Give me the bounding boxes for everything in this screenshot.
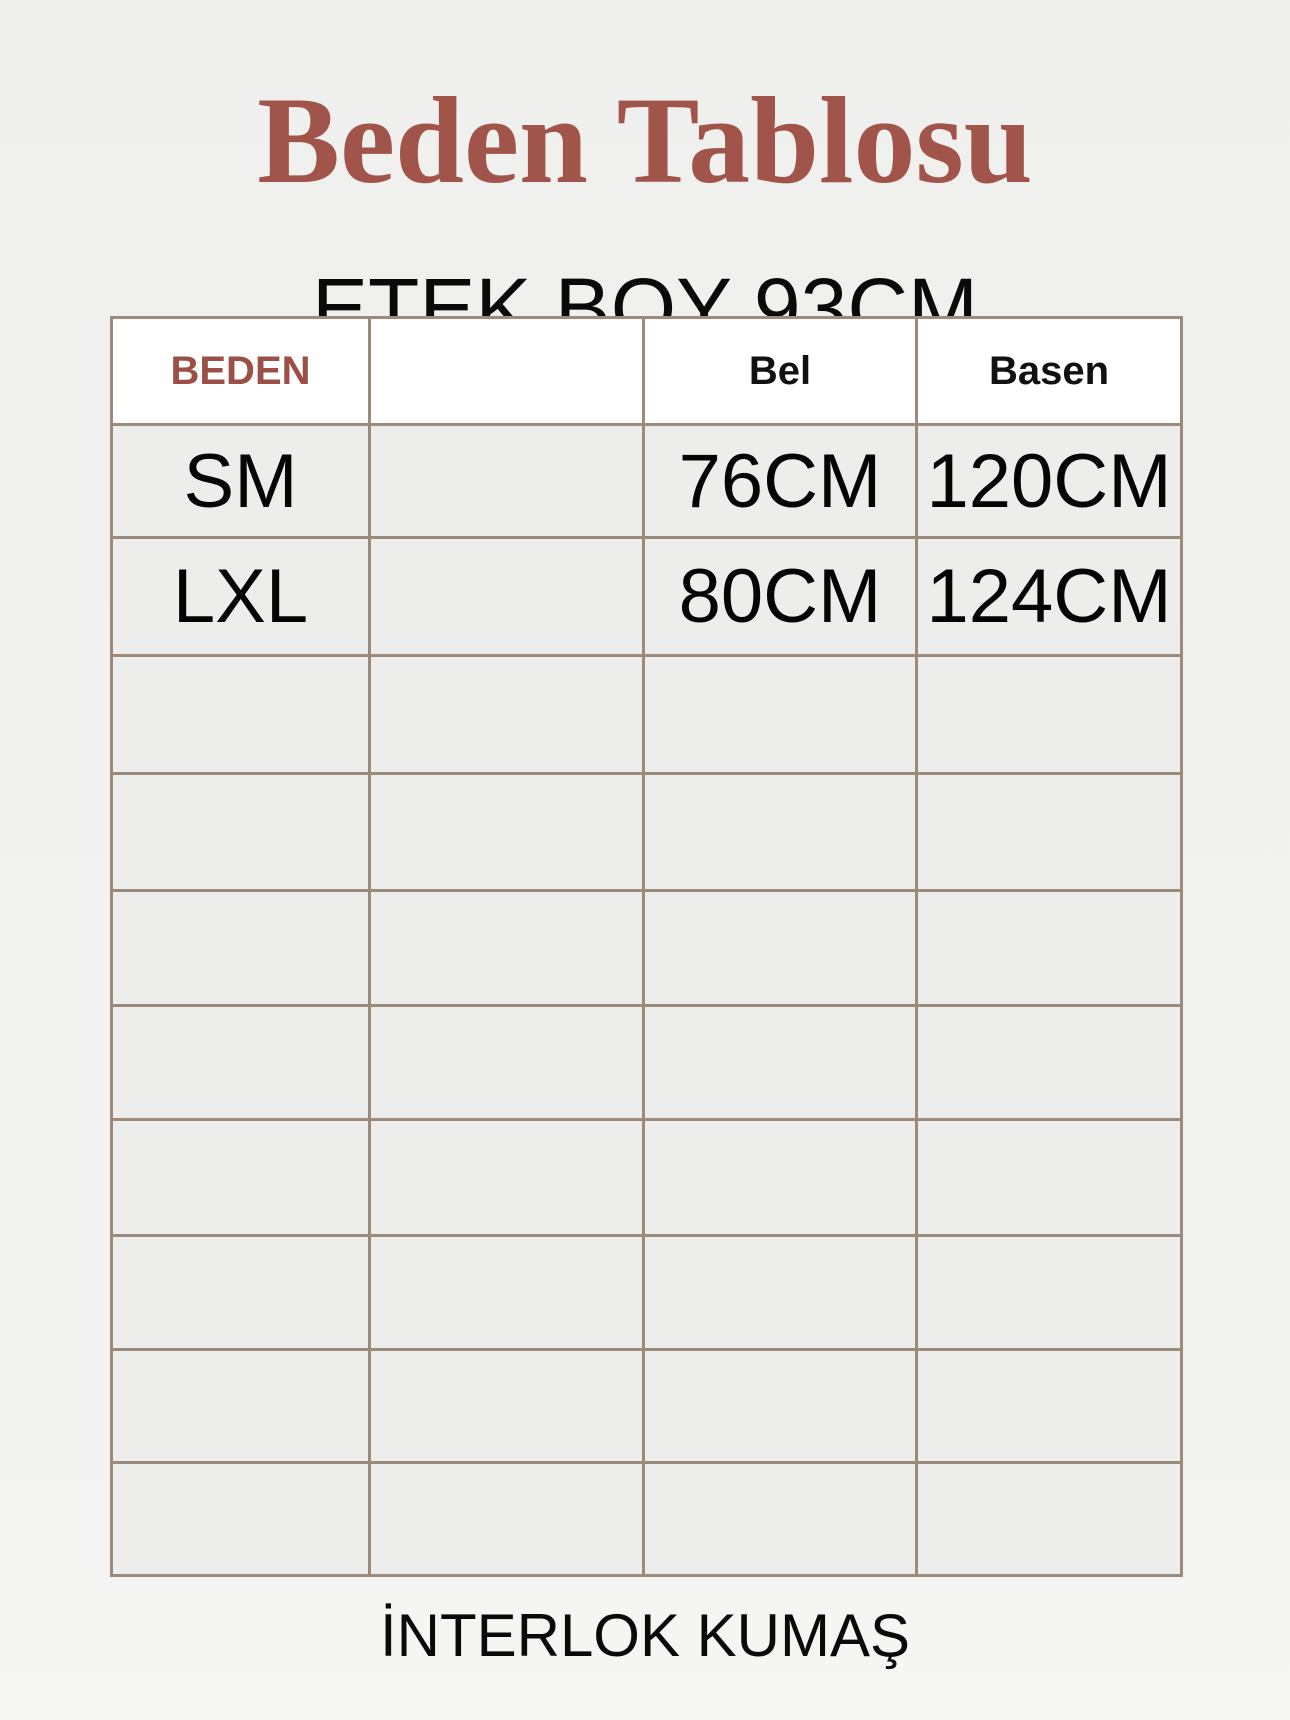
table-row-empty [113,1234,1180,1348]
empty-cell [642,1007,915,1118]
fabric-note: İNTERLOK KUMAŞ [379,1602,911,1669]
basen-cell: 120CM [915,426,1180,536]
empty-cell [915,1464,1180,1574]
table-row-empty [113,1118,1180,1234]
bel-cell: 76CM [642,426,915,536]
empty-cell [642,657,915,772]
blank-cell [368,426,642,536]
empty-cell [915,1237,1180,1348]
empty-cell [113,1351,368,1461]
empty-cell [368,1121,642,1234]
empty-cell [113,1237,368,1348]
empty-cell [368,1464,642,1574]
empty-cell [113,775,368,889]
empty-cell [113,1464,368,1574]
size-table: BEDEN Bel Basen SM 76CM 120CM LXL 80CM 1… [110,316,1183,1577]
size-cell: SM [113,426,368,536]
empty-cell [915,657,1180,772]
empty-cell [915,1121,1180,1234]
table-header-row: BEDEN Bel Basen [113,319,1180,423]
table-row: LXL 80CM 124CM [113,536,1180,654]
empty-cell [642,892,915,1004]
table-row-empty [113,1004,1180,1118]
blank-cell [368,539,642,654]
table-row-empty [113,889,1180,1004]
empty-cell [368,657,642,772]
empty-cell [642,1237,915,1348]
empty-cell [113,1007,368,1118]
empty-cell [915,1007,1180,1118]
header-blank [368,319,642,423]
empty-cell [113,657,368,772]
empty-cell [113,1121,368,1234]
header-beden: BEDEN [113,319,368,423]
table-row-empty [113,772,1180,889]
header-basen: Basen [915,319,1180,423]
header-bel: Bel [642,319,915,423]
empty-cell [368,892,642,1004]
bel-cell: 80CM [642,539,915,654]
empty-cell [113,892,368,1004]
empty-cell [642,1121,915,1234]
empty-cell [915,775,1180,889]
empty-cell [642,1351,915,1461]
empty-cell [368,1351,642,1461]
page-title: Beden Tablosu [257,72,1033,209]
empty-cell [915,1351,1180,1461]
table-row-empty [113,654,1180,772]
table-row: SM 76CM 120CM [113,423,1180,536]
empty-cell [368,1237,642,1348]
empty-cell [642,1464,915,1574]
empty-cell [368,1007,642,1118]
empty-cell [368,775,642,889]
empty-rows [113,654,1180,1574]
empty-cell [915,892,1180,1004]
empty-cell [642,775,915,889]
basen-cell: 124CM [915,539,1180,654]
table-row-empty [113,1348,1180,1461]
size-cell: LXL [113,539,368,654]
table-row-empty [113,1461,1180,1574]
